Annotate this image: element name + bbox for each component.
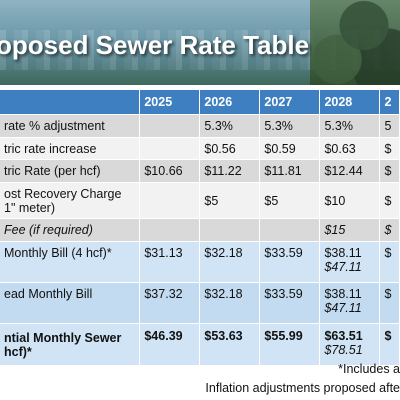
table-cell: $10 [319,182,381,219]
table-cell [139,137,201,160]
table-row: ost Recovery Charge 1" meter) $5 $5 $10 … [0,182,400,219]
table-row: Monthly Bill (4 hcf)* $31.13 $32.18 $33.… [0,241,400,283]
header-label-cell [0,90,141,115]
table-cell: $11.81 [259,159,321,183]
table-row: ead Monthly Bill $37.32 $32.18 $33.59 $3… [0,282,400,324]
table-row: Fee (if required) $15 $ [0,218,400,242]
table-cell: $63.51 $78.51 [319,323,381,366]
table-cell: $0.59 [259,137,321,160]
page-title: oposed Sewer Rate Table [0,30,310,60]
table-cell: $5 [259,182,321,219]
table-cell: $37.32 [139,282,201,324]
table-cell: $5 [199,182,261,219]
table-cell: $55.99 [259,323,321,366]
row-label: Monthly Bill (4 hcf)* [0,241,141,283]
table-cell [139,218,201,242]
table-cell: $11.22 [199,159,261,183]
row-label: ost Recovery Charge 1" meter) [0,182,141,219]
column-header: 2028 [319,90,381,115]
cell-subvalue: $47.11 [324,301,362,315]
table-cell: $0.63 [319,137,381,160]
row-label: ead Monthly Bill [0,282,141,324]
row-label: rate % adjustment [0,114,141,138]
table-cell: $12.44 [319,159,381,183]
table-cell: $31.13 [139,241,201,283]
table-cell: $32.18 [199,241,261,283]
table-cell: $ [379,218,400,242]
table-cell: 5.3% [319,114,381,138]
table-cell: 5.3% [199,114,261,138]
table-row: ntial Monthly Sewer hcf)* $46.39 $53.63 … [0,323,400,366]
row-label: ntial Monthly Sewer hcf)* [0,323,141,366]
row-label: Fee (if required) [0,218,141,242]
row-label: tric rate increase [0,137,141,160]
table-cell [259,218,321,242]
trees-background [310,0,400,85]
table-cell: $ [379,182,400,219]
table-cell: $38.11 $47.11 [319,241,381,283]
table-cell [199,218,261,242]
column-header: 2025 [139,90,201,115]
table-cell: 5.3% [259,114,321,138]
table-cell: $15 [319,218,381,242]
cell-subvalue: $78.51 [324,343,363,357]
table-cell: 5 [379,114,400,138]
table-row: tric rate increase $0.56 $0.59 $0.63 $ [0,137,400,160]
footnote: Inflation adjustments proposed afte [205,381,400,395]
column-header: 2027 [259,90,321,115]
column-header: 2 [379,90,400,115]
row-label-line: 1" meter) [4,200,55,215]
column-header: 2026 [199,90,261,115]
row-label-line: hcf)* [4,344,32,359]
table-cell: $0.56 [199,137,261,160]
table-cell [139,114,201,138]
row-label: tric Rate (per hcf) [0,159,141,183]
cell-value: $63.51 [324,329,363,343]
table-cell: $53.63 [199,323,261,366]
table-cell: $33.59 [259,241,321,283]
table-cell: $ [379,159,400,183]
table-cell: $32.18 [199,282,261,324]
table-cell [139,182,201,219]
table-cell: $38.11 $47.11 [319,282,381,324]
row-label-line: ost Recovery Charge [4,186,122,201]
table-cell: $33.59 [259,282,321,324]
table-cell: $ [379,241,400,283]
cell-value: $38.11 [324,287,362,301]
table-header-row: 2025 2026 2027 2028 2 [0,90,400,115]
row-label-line: ntial Monthly Sewer [4,330,122,345]
table-cell: $46.39 [139,323,201,366]
title-banner: oposed Sewer Rate Table [0,0,400,85]
sewer-rate-table: 2025 2026 2027 2028 2 rate % adjustment … [0,90,400,366]
footnote: *Includes a [338,362,400,376]
cell-value: $38.11 [324,246,362,260]
table-cell: $10.66 [139,159,201,183]
table-cell: $ [379,323,400,366]
table-row: tric Rate (per hcf) $10.66 $11.22 $11.81… [0,159,400,183]
cell-subvalue: $47.11 [324,260,362,274]
table-cell: $ [379,282,400,324]
table-cell: $ [379,137,400,160]
table-row: rate % adjustment 5.3% 5.3% 5.3% 5 [0,114,400,138]
